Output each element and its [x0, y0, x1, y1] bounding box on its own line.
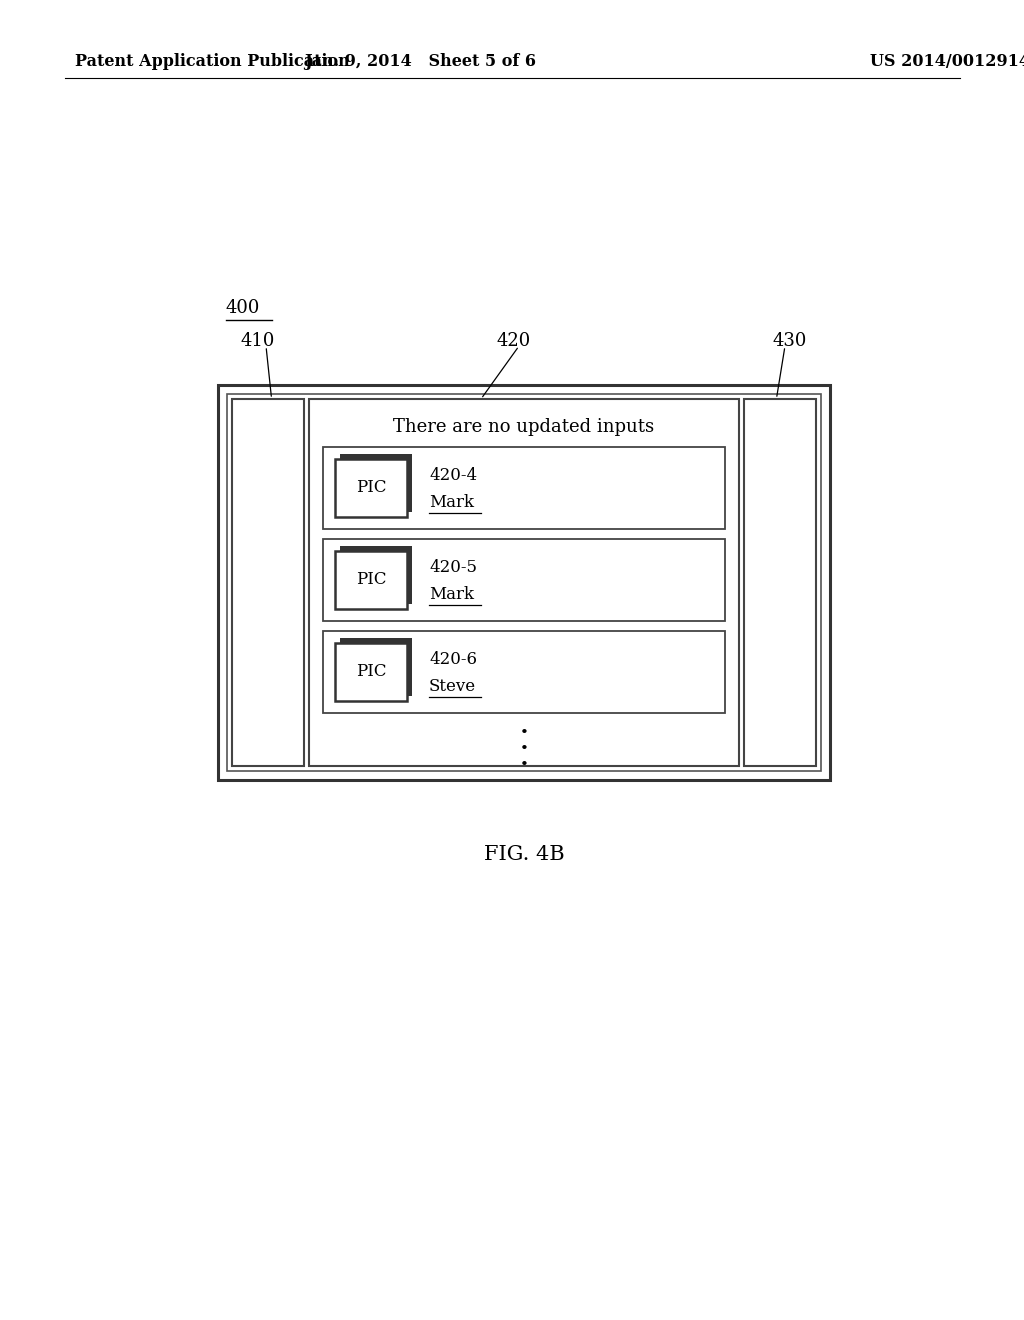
- Bar: [218, 385, 830, 780]
- Bar: [335, 550, 407, 609]
- Text: Patent Application Publication: Patent Application Publication: [75, 54, 350, 70]
- Bar: [340, 546, 412, 605]
- Text: FIG. 4B: FIG. 4B: [483, 846, 564, 865]
- Text: 430: 430: [773, 333, 807, 350]
- Text: Steve: Steve: [429, 678, 476, 696]
- Bar: [335, 459, 407, 517]
- Text: PIC: PIC: [355, 572, 386, 589]
- Text: 400: 400: [226, 300, 260, 317]
- Text: PIC: PIC: [355, 479, 386, 496]
- Text: •: •: [519, 726, 528, 741]
- Text: There are no updated inputs: There are no updated inputs: [393, 418, 654, 436]
- Bar: [323, 631, 725, 713]
- Text: •: •: [519, 742, 528, 756]
- Text: Mark: Mark: [429, 494, 474, 511]
- Text: •: •: [519, 758, 528, 772]
- Text: 410: 410: [241, 333, 275, 350]
- Bar: [744, 399, 816, 766]
- Text: 420: 420: [497, 333, 531, 350]
- Text: US 2014/0012914 A1: US 2014/0012914 A1: [870, 54, 1024, 70]
- Bar: [340, 454, 412, 512]
- Bar: [227, 393, 821, 771]
- Text: 420-4: 420-4: [429, 467, 477, 484]
- Text: PIC: PIC: [355, 664, 386, 681]
- Text: 420-5: 420-5: [429, 560, 477, 577]
- Text: 420-6: 420-6: [429, 651, 477, 668]
- Bar: [335, 643, 407, 701]
- Text: Jan. 9, 2014   Sheet 5 of 6: Jan. 9, 2014 Sheet 5 of 6: [304, 54, 536, 70]
- Bar: [309, 399, 739, 766]
- Text: Mark: Mark: [429, 586, 474, 603]
- Bar: [323, 447, 725, 529]
- Bar: [340, 638, 412, 696]
- Bar: [323, 539, 725, 620]
- Bar: [232, 399, 304, 766]
